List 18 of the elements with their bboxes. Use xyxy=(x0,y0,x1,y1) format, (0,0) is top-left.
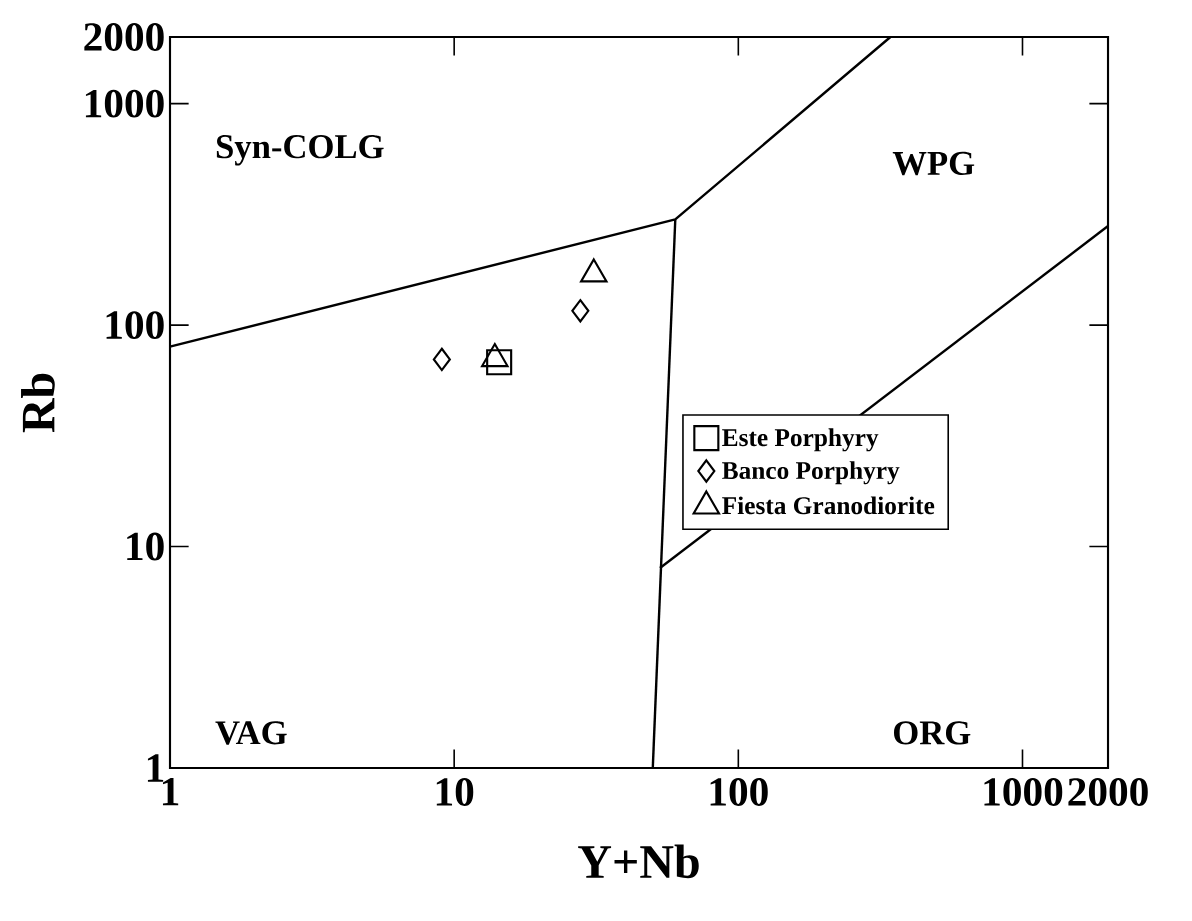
x-tick-label: 10 xyxy=(436,778,474,806)
y-tick-label: 10 xyxy=(127,532,164,561)
y-tick-label: 2000 xyxy=(84,23,164,51)
legend-label: Fiesta Granodiorite xyxy=(722,496,935,515)
y-tick-label: 1000 xyxy=(85,89,164,118)
annotation: VAG xyxy=(215,721,287,745)
annotation: ORG xyxy=(893,721,971,745)
annotation: WPG xyxy=(892,151,975,176)
legend-label: Banco Porphyry xyxy=(722,461,900,485)
x-axis-title: Y+Nb xyxy=(578,844,699,879)
y-axis-title: Rb xyxy=(21,373,55,433)
legend-label: Este Porphyry xyxy=(722,428,879,452)
y-tick-label: 1 xyxy=(147,754,164,782)
annotation: Syn-COLG xyxy=(216,135,384,166)
x-tick-label: 100 xyxy=(710,778,768,806)
x-tick-label: 1000 xyxy=(984,778,1063,806)
y-tick-label: 100 xyxy=(106,311,164,340)
x-tick-label: 2000 xyxy=(1068,778,1148,806)
